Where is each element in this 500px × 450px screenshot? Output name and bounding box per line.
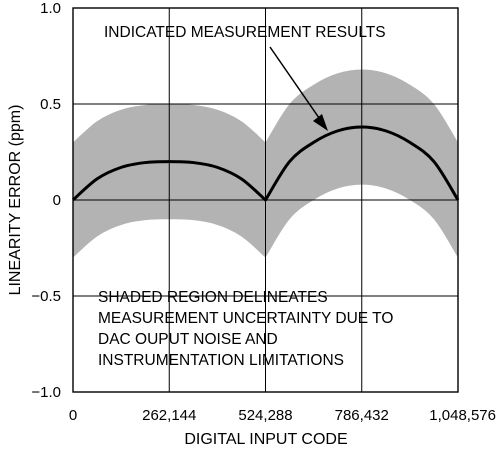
shaded-note-line-1: SHADED REGION DELINEATES xyxy=(98,289,328,306)
y-axis-label: LINEARITY ERROR (ppm) xyxy=(7,105,24,296)
grid-layer xyxy=(73,8,458,392)
x-tick-label: 1,048,576 xyxy=(429,407,496,424)
shaded-note-line-4: INSTRUMENTATION LIMITATIONS xyxy=(98,352,344,369)
y-tick-label: 0 xyxy=(53,192,61,209)
x-tick-label: 786,432 xyxy=(335,407,389,424)
shaded-note-line-2: MEASUREMENT UNCERTAINTY DUE TO xyxy=(98,310,393,327)
x-axis-label: DIGITAL INPUT CODE xyxy=(184,431,347,448)
plot-frame xyxy=(72,7,459,393)
x-tick-labels: 0 262,144 524,288 786,432 1,048,576 xyxy=(69,407,496,424)
x-tick-label: 0 xyxy=(69,407,77,424)
y-tick-label: −1.0 xyxy=(31,384,61,401)
y-tick-label: −0.5 xyxy=(31,288,61,305)
annotation-arrowhead xyxy=(313,114,328,131)
x-tick-label: 262,144 xyxy=(142,407,196,424)
indicated-results-annotation: INDICATED MEASUREMENT RESULTS xyxy=(104,24,386,41)
y-tick-labels: −1.0 −0.5 0 0.5 1.0 xyxy=(31,0,61,401)
x-tick-label: 524,288 xyxy=(238,407,292,424)
y-tick-label: 0.5 xyxy=(40,96,61,113)
measurement-line xyxy=(72,125,460,202)
shaded-note-line-3: DAC OUPUT NOISE AND xyxy=(98,331,278,348)
shaded-region-note: SHADED REGION DELINEATES MEASUREMENT UNC… xyxy=(98,289,393,369)
y-tick-label: 1.0 xyxy=(40,0,61,17)
annotation-arrow xyxy=(269,46,327,129)
measurement-line-layer xyxy=(72,125,460,202)
